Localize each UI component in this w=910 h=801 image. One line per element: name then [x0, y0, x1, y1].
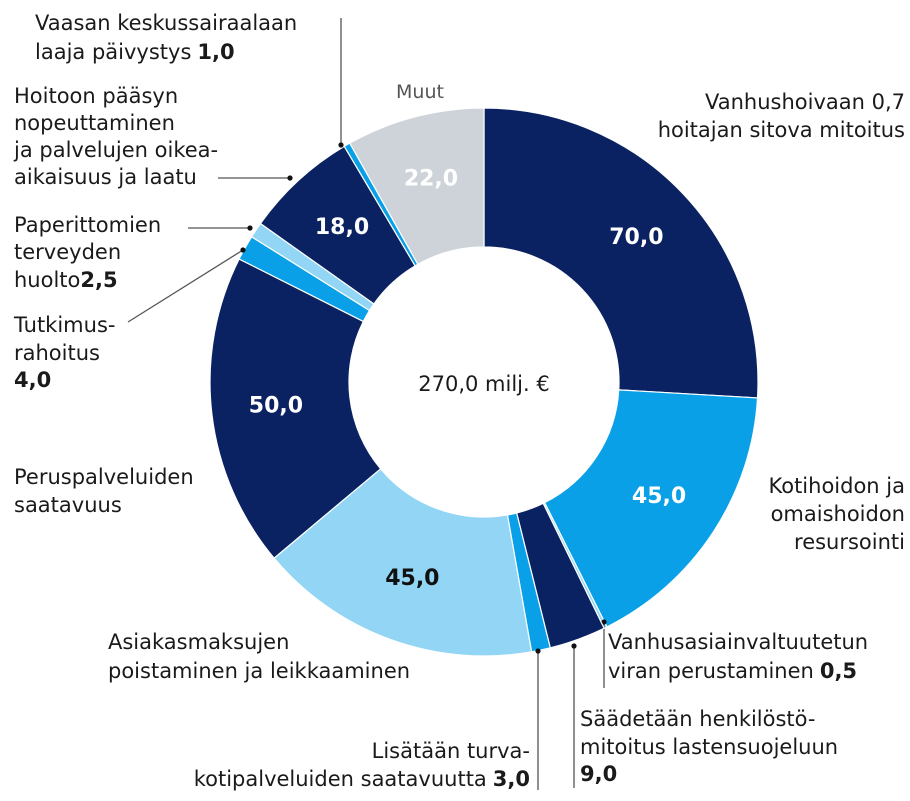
value-label: 3,0: [493, 767, 530, 791]
value-label: 4,0: [14, 368, 51, 392]
donut-segment: [483, 107, 759, 399]
value-label: 1,0: [197, 40, 234, 64]
leader-dot: [287, 175, 293, 181]
donut-segment: [543, 389, 759, 628]
segment-label: terveyden: [14, 240, 121, 264]
leader-dot: [338, 142, 344, 148]
value-label: 45,0: [385, 566, 439, 591]
value-label: 18,0: [315, 215, 369, 240]
segment-label: poistaminen ja leikkaaminen: [108, 659, 410, 683]
segment-label: Lisätään turva-: [372, 739, 530, 763]
segment-label-line: terveyden: [14, 240, 121, 264]
segment-label: nopeuttaminen: [14, 111, 175, 135]
value-label: 2,5: [80, 268, 117, 292]
segment-label: kotipalveluiden saatavuutta 3,0: [194, 767, 530, 791]
segment-label-line: Hoitoon pääsyn: [14, 84, 178, 108]
segment-label-line: nopeuttaminen: [14, 111, 175, 135]
donut-segment: [273, 467, 533, 657]
segment-label: resursointi: [794, 530, 905, 554]
segment-label-line: Muut: [396, 81, 444, 103]
segment-label: Vaasan keskussairaalaan: [35, 11, 297, 35]
segment-label-line: Tutkimus-: [13, 313, 115, 337]
value-label: 22,0: [404, 166, 458, 191]
value-label: 45,0: [632, 484, 686, 509]
center-label: 270,0 milj. €: [418, 372, 549, 396]
segment-label-line: poistaminen ja leikkaaminen: [108, 659, 410, 683]
value-label: 70,0: [609, 225, 663, 250]
segment-label-line: mitoitus lastensuojeluun: [580, 735, 838, 759]
segment-label-line: Kotihoidon ja: [769, 474, 906, 498]
segment-label-line: Vanhushoivaan 0,7: [705, 90, 905, 114]
segment-label: Peruspalveluiden: [14, 465, 194, 489]
segment-label: Paperittomien: [14, 213, 161, 237]
segment-label-line: ja palvelujen oikea-: [13, 138, 218, 162]
segment-label-line: rahoitus: [14, 341, 100, 365]
segment-label: huolto2,5: [14, 268, 118, 292]
donut-segment: [348, 107, 485, 266]
leader-dot: [240, 247, 246, 253]
segment-label-line: huolto: [14, 268, 80, 292]
segment-label-line: omaishoidon: [771, 502, 905, 526]
segment-label: Tutkimus-: [13, 313, 115, 337]
segment-label: omaishoidon: [771, 502, 905, 526]
segment-label: Vanhushoivaan 0,7: [705, 90, 905, 114]
segment-label-line: hoitajan sitova mitoitus: [658, 118, 905, 142]
segment-label: hoitajan sitova mitoitus: [658, 118, 905, 142]
segment-label-line: Vanhusasiainvaltuutetun: [608, 630, 868, 654]
value-label: 9,0: [580, 762, 617, 786]
leader-dot: [535, 648, 541, 654]
segment-label: aikaisuus ja laatu: [14, 165, 197, 189]
segment-label: Hoitoon pääsyn: [14, 84, 178, 108]
segment-label: Kotihoidon ja: [769, 474, 906, 498]
segment-label: Vanhusasiainvaltuutetun: [608, 630, 868, 654]
segment-label: viran perustaminen 0,5: [608, 659, 857, 683]
segment-label: mitoitus lastensuojeluun: [580, 735, 838, 759]
leader-dot: [247, 225, 253, 231]
segment-label-line: Säädetään henkilöstö-: [580, 707, 815, 731]
segment-label-line: laaja päivystys: [35, 40, 191, 64]
segment-label: laaja päivystys 1,0: [35, 40, 235, 64]
leader-dot: [571, 643, 577, 649]
segment-label-line: saatavuus: [14, 493, 122, 517]
value-label: 0,5: [820, 659, 857, 683]
segment-label-line: kotipalveluiden saatavuutta: [194, 767, 487, 791]
segment-label: rahoitus: [14, 341, 100, 365]
segment-label-line: resursointi: [794, 530, 905, 554]
leader-dot: [601, 619, 607, 625]
segment-label-line: Lisätään turva-: [372, 739, 530, 763]
segment-label-line: Vaasan keskussairaalaan: [35, 11, 297, 35]
donut-segment: [209, 258, 382, 559]
value-label: 50,0: [249, 393, 303, 418]
segment-label: Muut: [396, 81, 444, 103]
segment-label: ja palvelujen oikea-: [13, 138, 218, 162]
segment-label-line: viran perustaminen: [608, 659, 814, 683]
segment-label-line: Asiakasmaksujen: [108, 630, 289, 654]
segment-label: saatavuus: [14, 493, 122, 517]
segment-label-line: Paperittomien: [14, 213, 161, 237]
segment-label-line: aikaisuus ja laatu: [14, 165, 197, 189]
segment-label: Asiakasmaksujen: [108, 630, 289, 654]
segment-label: Säädetään henkilöstö-: [580, 707, 815, 731]
segment-label-line: Peruspalveluiden: [14, 465, 194, 489]
leader-line: [127, 249, 244, 323]
